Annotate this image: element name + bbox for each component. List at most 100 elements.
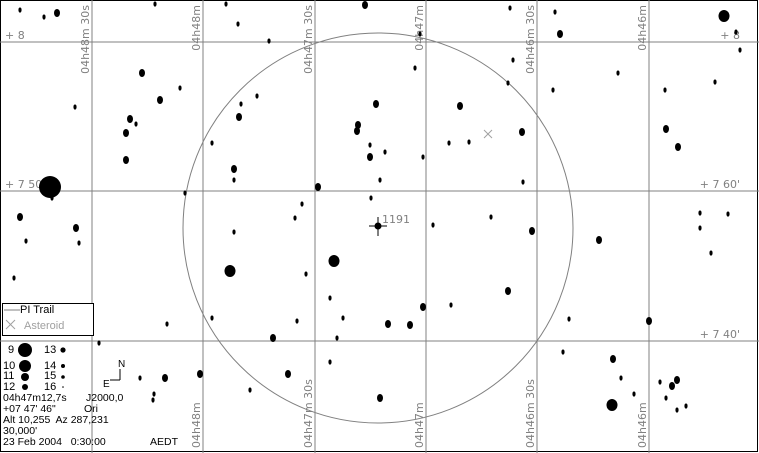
star[interactable] bbox=[420, 303, 426, 311]
star[interactable] bbox=[467, 139, 471, 145]
star[interactable] bbox=[619, 375, 623, 381]
star[interactable] bbox=[139, 69, 145, 77]
star[interactable] bbox=[50, 195, 54, 201]
star[interactable] bbox=[210, 315, 214, 321]
star[interactable] bbox=[664, 395, 668, 401]
star[interactable] bbox=[39, 176, 61, 198]
star[interactable] bbox=[328, 295, 332, 301]
star[interactable] bbox=[73, 224, 79, 232]
star[interactable] bbox=[138, 375, 142, 381]
star[interactable] bbox=[663, 125, 669, 133]
star[interactable] bbox=[675, 407, 679, 413]
star[interactable] bbox=[557, 30, 563, 38]
star[interactable] bbox=[457, 102, 463, 110]
star[interactable] bbox=[210, 140, 214, 146]
star[interactable] bbox=[421, 154, 425, 160]
star[interactable] bbox=[521, 179, 525, 185]
star[interactable] bbox=[709, 250, 713, 256]
star[interactable] bbox=[300, 201, 304, 207]
star[interactable] bbox=[54, 9, 60, 17]
star[interactable] bbox=[239, 101, 243, 107]
star[interactable] bbox=[232, 229, 236, 235]
star[interactable] bbox=[413, 65, 417, 71]
star[interactable] bbox=[232, 177, 236, 183]
star[interactable] bbox=[367, 153, 373, 161]
star[interactable] bbox=[632, 391, 636, 397]
star[interactable] bbox=[511, 57, 515, 63]
star[interactable] bbox=[447, 140, 451, 146]
star[interactable] bbox=[255, 93, 259, 99]
star[interactable] bbox=[236, 21, 240, 27]
star[interactable] bbox=[449, 302, 453, 308]
star[interactable] bbox=[674, 376, 680, 384]
star[interactable] bbox=[368, 142, 372, 148]
star[interactable] bbox=[304, 271, 308, 277]
star[interactable] bbox=[42, 14, 46, 20]
star[interactable] bbox=[134, 121, 138, 127]
star[interactable] bbox=[418, 31, 422, 37]
star[interactable] bbox=[506, 80, 510, 86]
star[interactable] bbox=[616, 70, 620, 76]
star[interactable] bbox=[726, 211, 730, 217]
star[interactable] bbox=[713, 79, 717, 85]
star[interactable] bbox=[567, 316, 571, 322]
star[interactable] bbox=[489, 214, 493, 220]
star[interactable] bbox=[231, 165, 237, 173]
star[interactable] bbox=[373, 100, 379, 108]
star[interactable] bbox=[197, 370, 203, 378]
star[interactable] bbox=[508, 5, 512, 11]
star[interactable] bbox=[97, 340, 101, 346]
star[interactable] bbox=[606, 399, 618, 411]
star[interactable] bbox=[362, 1, 368, 9]
star[interactable] bbox=[335, 335, 339, 341]
star[interactable] bbox=[378, 177, 382, 183]
star[interactable] bbox=[18, 7, 22, 13]
star[interactable] bbox=[77, 240, 81, 246]
star[interactable] bbox=[734, 29, 738, 35]
star[interactable] bbox=[267, 38, 271, 44]
star[interactable] bbox=[505, 287, 511, 295]
star[interactable] bbox=[73, 104, 77, 110]
star[interactable] bbox=[270, 334, 276, 342]
star[interactable] bbox=[431, 222, 435, 228]
star[interactable] bbox=[151, 397, 155, 403]
star[interactable] bbox=[295, 318, 299, 324]
star[interactable] bbox=[355, 121, 361, 129]
star[interactable] bbox=[165, 321, 169, 327]
star[interactable] bbox=[385, 320, 391, 328]
star[interactable] bbox=[17, 213, 23, 221]
star[interactable] bbox=[24, 238, 28, 244]
star[interactable] bbox=[553, 9, 557, 15]
star[interactable] bbox=[377, 394, 383, 402]
star[interactable] bbox=[718, 10, 730, 22]
star[interactable] bbox=[328, 359, 332, 365]
target-crosshair-icon[interactable] bbox=[369, 217, 387, 236]
star[interactable] bbox=[646, 317, 652, 325]
star[interactable] bbox=[738, 47, 742, 53]
star[interactable] bbox=[123, 129, 129, 137]
star[interactable] bbox=[127, 115, 133, 123]
asteroid-marker[interactable] bbox=[483, 129, 493, 139]
star[interactable] bbox=[663, 87, 667, 93]
star[interactable] bbox=[123, 156, 129, 164]
star[interactable] bbox=[157, 96, 163, 104]
star[interactable] bbox=[596, 236, 602, 244]
star[interactable] bbox=[152, 391, 156, 397]
star[interactable] bbox=[285, 370, 291, 378]
star[interactable] bbox=[658, 379, 662, 385]
star[interactable] bbox=[12, 275, 16, 281]
star[interactable] bbox=[315, 183, 321, 191]
star[interactable] bbox=[183, 190, 187, 196]
star[interactable] bbox=[551, 87, 555, 93]
star[interactable] bbox=[698, 210, 702, 216]
star[interactable] bbox=[341, 315, 345, 321]
star[interactable] bbox=[561, 349, 565, 355]
star[interactable] bbox=[354, 127, 360, 135]
star[interactable] bbox=[675, 143, 681, 151]
star[interactable] bbox=[224, 1, 228, 7]
star[interactable] bbox=[519, 128, 525, 136]
star[interactable] bbox=[178, 85, 182, 91]
star[interactable] bbox=[529, 227, 535, 235]
star[interactable] bbox=[369, 195, 373, 201]
